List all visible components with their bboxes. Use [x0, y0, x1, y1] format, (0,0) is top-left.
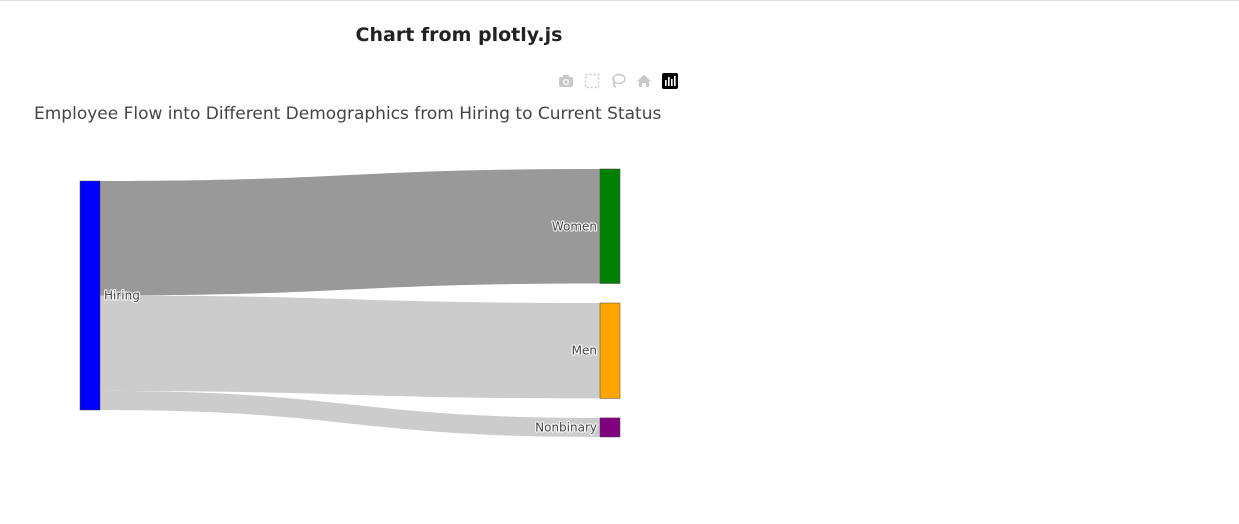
- node-label-men: Men: [572, 344, 597, 358]
- node-label-hiring: Hiring: [104, 289, 140, 303]
- sankey-link-nonbinary[interactable]: [100, 390, 600, 437]
- page-title: Chart from plotly.js: [355, 24, 563, 46]
- home-icon[interactable]: [634, 72, 654, 90]
- sankey-node-nonbinary[interactable]: [599, 417, 621, 438]
- box-select-icon[interactable]: [582, 72, 602, 90]
- top-divider: [0, 0, 1239, 1]
- node-label-women: Women: [552, 219, 597, 233]
- sankey-nodes: [79, 168, 621, 438]
- chart-title: Employee Flow into Different Demographic…: [34, 104, 661, 124]
- sankey-node-hiring[interactable]: [79, 180, 101, 411]
- sankey-link-women[interactable]: [100, 169, 600, 296]
- camera-icon[interactable]: [556, 72, 576, 90]
- sankey-labels: Hiring Women Men Nonbinary: [103, 218, 598, 435]
- sankey-node-women[interactable]: [599, 168, 621, 284]
- lasso-icon[interactable]: [608, 72, 628, 90]
- modebar: [556, 72, 680, 90]
- node-label-nonbinary: Nonbinary: [535, 420, 597, 434]
- plotly-logo-icon[interactable]: [660, 72, 680, 90]
- sankey-chart: Employee Flow into Different Demographic…: [34, 104, 661, 438]
- sankey-links: [100, 169, 600, 437]
- sankey-link-men[interactable]: [100, 295, 600, 399]
- sankey-node-men[interactable]: [599, 302, 621, 399]
